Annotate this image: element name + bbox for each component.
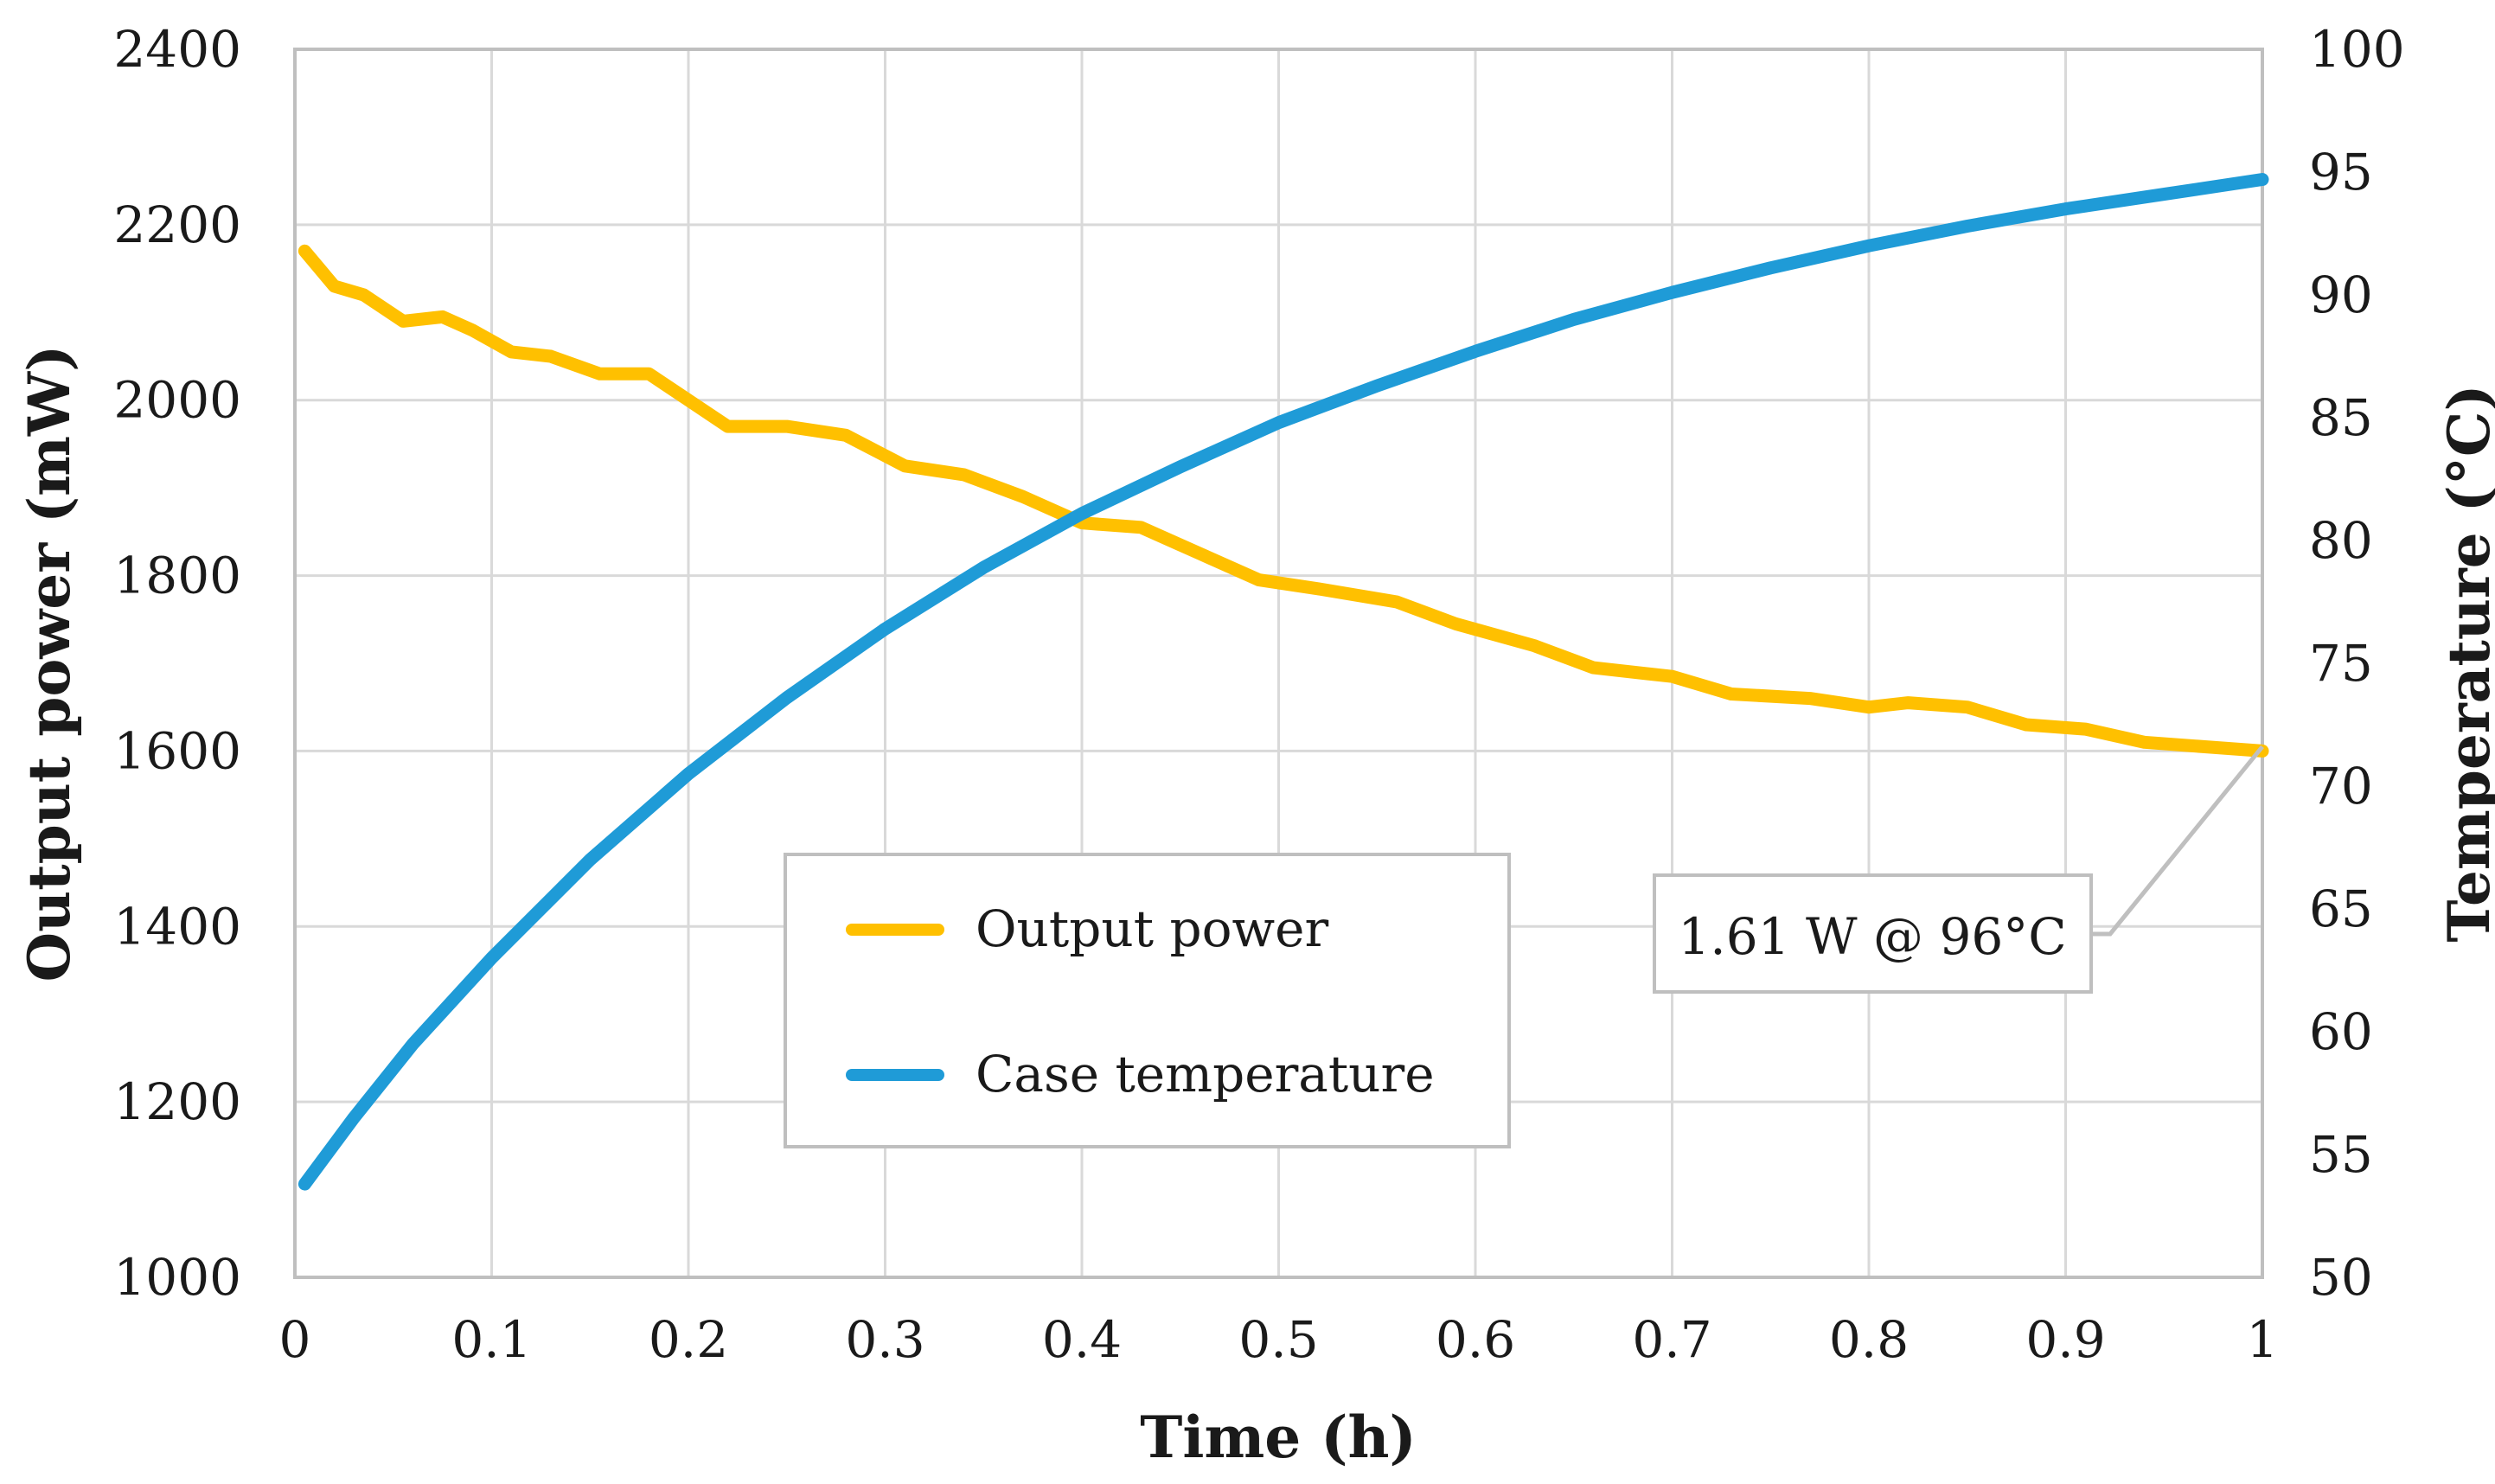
series-line-output-power <box>297 244 2269 758</box>
annotation: 1.61 W @ 96°C <box>1653 745 2264 994</box>
y2-tick-label-7: 85 <box>2309 388 2373 447</box>
y2-tick-label-9: 95 <box>2309 143 2373 201</box>
y-tick-label-5: 2000 <box>113 371 241 430</box>
plot-frame <box>293 48 2264 1279</box>
x-tick-label-4: 0.4 <box>1042 1310 1122 1369</box>
y-tick-label-4: 1800 <box>113 547 241 605</box>
x-tick-label-6: 0.6 <box>1436 1310 1515 1369</box>
y2-tick-label-3: 65 <box>2309 880 2373 938</box>
y2-tick-label-4: 70 <box>2309 757 2373 816</box>
x-tick-label-0: 0 <box>279 1310 311 1369</box>
legend: Output power Case temperature <box>784 853 1511 1148</box>
x-axis-title: Time (h) <box>1140 1404 1416 1471</box>
annotation-box <box>1653 873 2093 994</box>
y-tick-label-6: 2200 <box>113 195 241 254</box>
y2-tick-label-1: 55 <box>2309 1125 2373 1184</box>
x-tick-label-2: 0.2 <box>649 1310 728 1369</box>
y-tick-labels: 1000 1200 1400 1600 1800 2000 2200 2400 <box>113 20 241 1307</box>
x-tick-label-10: 1 <box>2247 1310 2279 1369</box>
y2-tick-label-2: 60 <box>2309 1002 2373 1061</box>
y2-tick-label-10: 100 <box>2309 20 2405 79</box>
x-tick-label-3: 0.3 <box>845 1310 924 1369</box>
legend-label-case-temperature: Case temperature <box>976 1045 1435 1103</box>
y-axis-title: Output power (mW) <box>16 345 83 982</box>
y-tick-label-0: 1000 <box>113 1248 241 1307</box>
legend-label-output-power: Output power <box>976 899 1328 958</box>
x-tick-label-7: 0.7 <box>1632 1310 1711 1369</box>
y-tick-label-3: 1600 <box>113 721 241 780</box>
legend-box <box>784 853 1511 1148</box>
y2-tick-label-0: 50 <box>2309 1248 2373 1307</box>
annotation-leader-line <box>2091 745 2264 937</box>
y-tick-label-7: 2400 <box>113 20 241 79</box>
y2-axis-title: Temperature (°C) <box>2435 384 2495 942</box>
annotation-label: 1.61 W @ 96°C <box>1678 907 2066 966</box>
x-tick-labels: 0 0.1 0.2 0.3 0.4 0.5 0.6 0.7 0.8 0.9 1 <box>279 1310 2279 1369</box>
x-tick-label-5: 0.5 <box>1238 1310 1318 1369</box>
x-tick-label-1: 0.1 <box>451 1310 531 1369</box>
series-line-case-temperature <box>297 173 2269 1191</box>
y2-tick-label-8: 90 <box>2309 265 2373 324</box>
y2-tick-labels: 50 55 60 65 70 75 80 85 90 95 100 <box>2309 20 2405 1307</box>
x-tick-label-8: 0.8 <box>1829 1310 1909 1369</box>
y2-tick-label-5: 75 <box>2309 634 2373 693</box>
y-tick-label-1: 1200 <box>113 1072 241 1131</box>
x-tick-label-9: 0.9 <box>2025 1310 2105 1369</box>
series-lines <box>297 173 2269 1191</box>
y2-tick-label-6: 80 <box>2309 511 2373 570</box>
y-tick-label-2: 1400 <box>113 897 241 956</box>
